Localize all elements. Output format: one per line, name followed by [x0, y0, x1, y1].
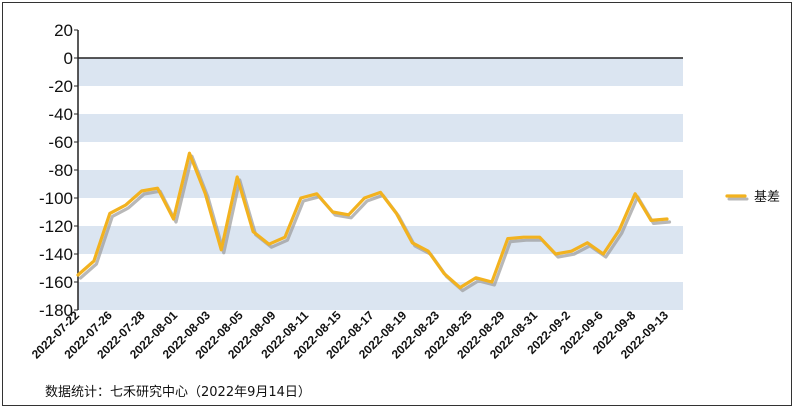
y-tick-label: -40: [48, 105, 73, 124]
y-tick-label: -140: [39, 245, 73, 264]
y-tick-label: 20: [54, 21, 73, 40]
grid-band: [78, 226, 683, 254]
grid-band: [78, 282, 683, 310]
series-line-shadow: [78, 154, 672, 293]
y-tick-label: -80: [48, 161, 73, 180]
legend-label: 基差: [754, 190, 780, 205]
grid-band: [78, 114, 683, 142]
y-tick-label: 0: [64, 49, 73, 68]
y-tick-label: -120: [39, 217, 73, 236]
y-tick-label: -100: [39, 189, 73, 208]
series-line-basis: [76, 151, 669, 290]
source-note: 数据统计：七禾研究中心（2022年9月14日）: [45, 385, 311, 400]
y-tick-label: -160: [39, 273, 73, 292]
y-tick-label: -60: [48, 133, 73, 152]
y-tick-label: -180: [39, 301, 73, 320]
grid-band: [78, 58, 683, 86]
y-tick-label: -20: [48, 77, 73, 96]
